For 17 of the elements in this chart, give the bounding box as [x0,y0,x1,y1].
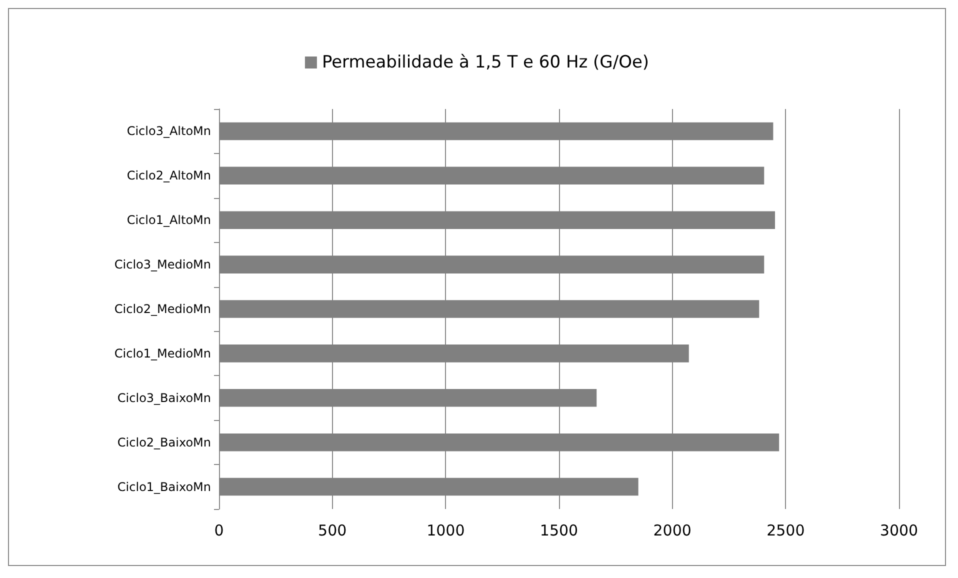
y-tick-label: Ciclo2_AltoMn [126,168,211,183]
x-tick-label: 500 [318,522,347,540]
x-tick-label: 3000 [880,522,918,540]
y-tick-label: Ciclo3_AltoMn [126,124,211,138]
x-tick-label: 2500 [766,522,805,540]
y-tick-label: Ciclo1_AltoMn [126,213,211,228]
y-tick-label: Ciclo2_MedioMn [114,302,211,316]
y-tick-label: Ciclo1_BaixoMn [117,480,211,494]
x-tick-label: 1000 [426,522,465,540]
x-tick-label: 0 [214,522,224,540]
y-tick-label: Ciclo2_BaixoMn [117,435,211,450]
y-tick-label: Ciclo3_MedioMn [114,258,211,272]
y-tick-label: Ciclo1_MedioMn [114,346,211,360]
x-tick-label: 1500 [540,522,578,540]
y-tick-label: Ciclo3_BaixoMn [117,390,211,405]
legend-label: Permeabilidade à 1,5 T e 60 Hz (G/Oe) [322,52,650,72]
x-tick-label: 2000 [653,522,692,540]
